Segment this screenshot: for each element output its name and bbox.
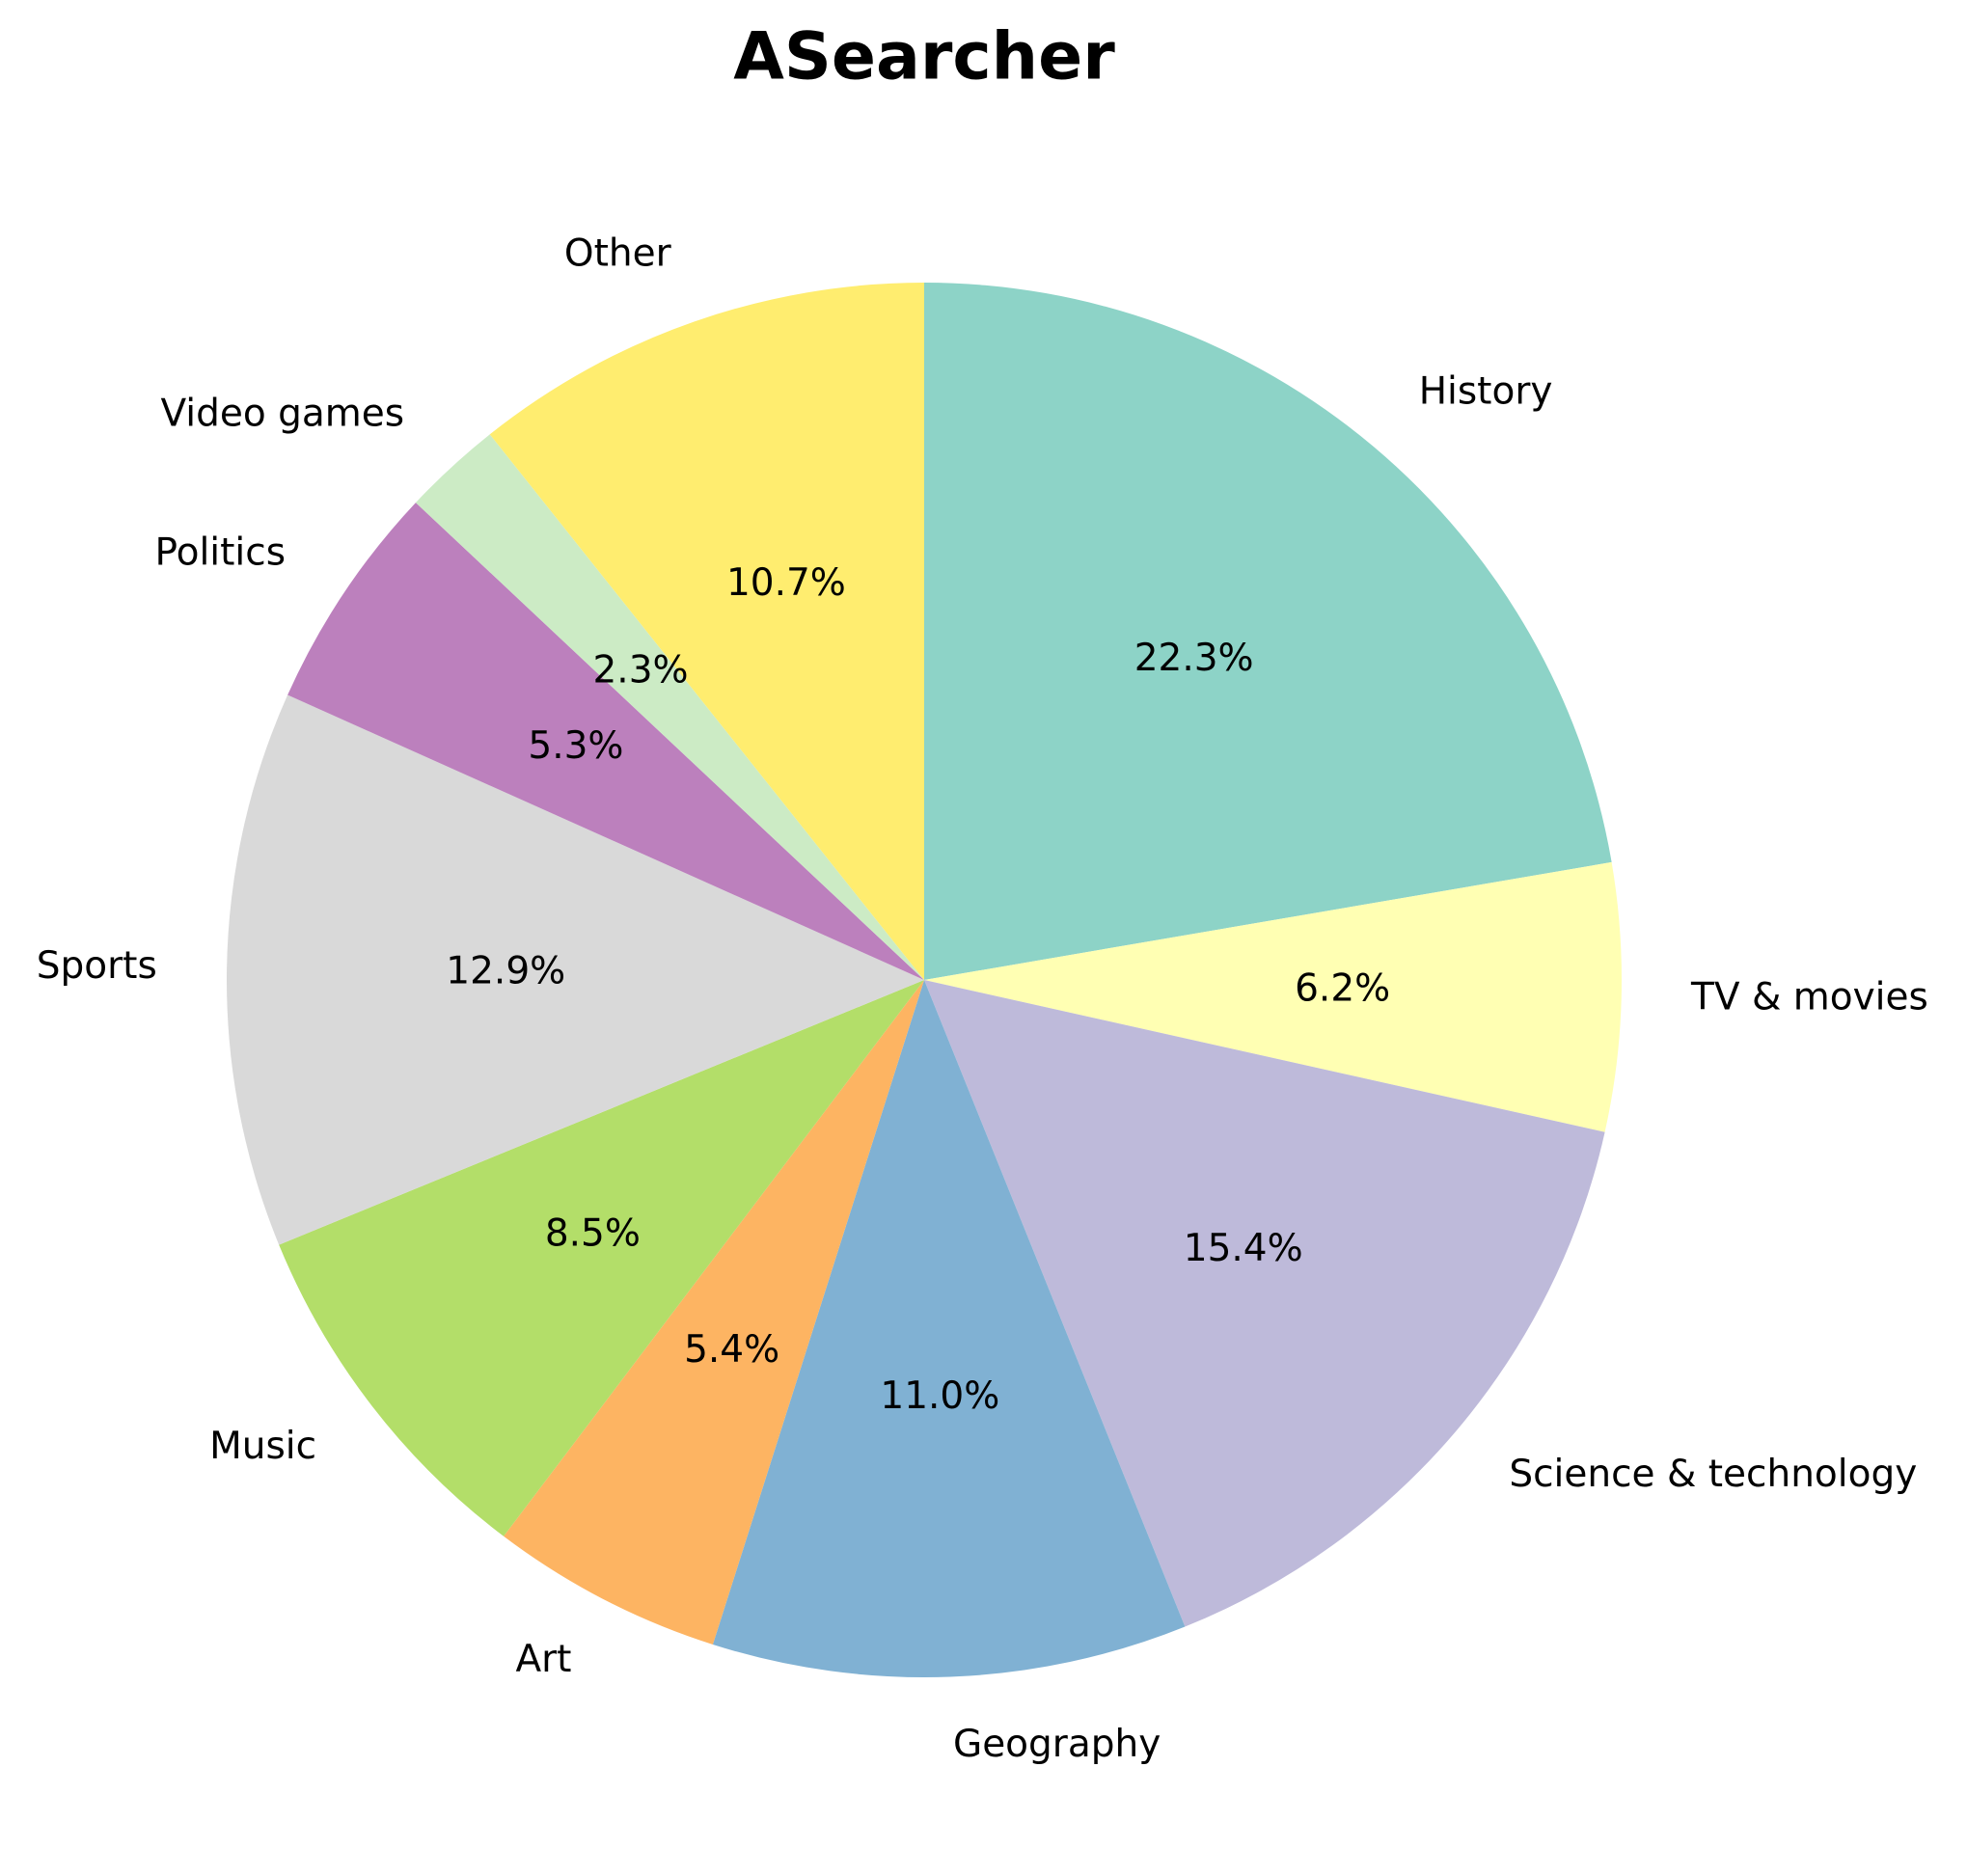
percent-label: 5.3%	[528, 724, 623, 768]
percent-label: 2.3%	[592, 648, 688, 692]
percent-label: 11.0%	[880, 1374, 999, 1418]
pie-slice	[924, 283, 1612, 980]
pie-slice	[279, 980, 924, 1536]
slice-label: Politics	[154, 531, 286, 575]
percent-label: 10.7%	[726, 561, 846, 605]
slice-label: Art	[515, 1638, 571, 1681]
percent-label: 22.3%	[1134, 637, 1254, 680]
chart-title: ASearcher	[733, 19, 1115, 95]
pie-slice	[415, 434, 924, 981]
pie-slice	[227, 694, 925, 1245]
pie-slice	[924, 861, 1622, 1132]
slice-label: TV & movies	[1690, 975, 1928, 1019]
slice-label: Geography	[953, 1723, 1161, 1766]
percent-label: 8.5%	[545, 1211, 641, 1255]
slice-label: Music	[209, 1425, 316, 1468]
pie-slice	[489, 283, 924, 980]
slice-label: Other	[564, 232, 672, 276]
percent-label: 5.4%	[684, 1328, 779, 1372]
pie-slice	[504, 980, 924, 1645]
pie-slice	[712, 980, 1186, 1677]
percent-label: 15.4%	[1184, 1227, 1303, 1270]
pie-slice	[287, 503, 924, 980]
slice-label: Science & technology	[1509, 1453, 1917, 1496]
percent-label: 6.2%	[1295, 966, 1390, 1010]
pie-slice	[924, 980, 1605, 1627]
slice-label: Sports	[37, 944, 157, 988]
slice-label: History	[1419, 370, 1553, 414]
percent-label: 12.9%	[446, 950, 565, 993]
slice-label: Video games	[160, 393, 404, 436]
